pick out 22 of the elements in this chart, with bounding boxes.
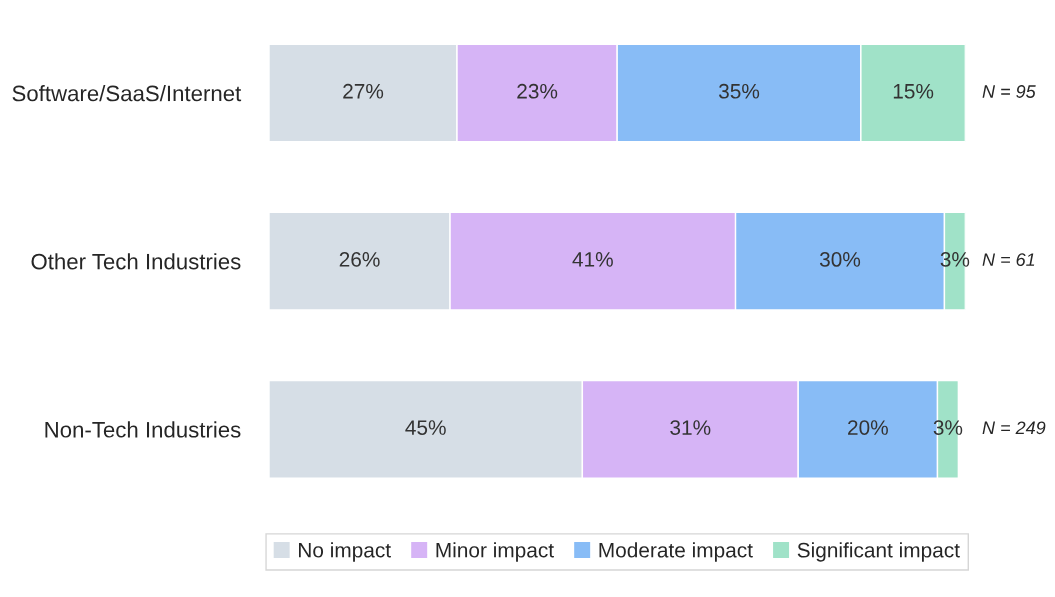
data-label: 23% xyxy=(517,83,558,99)
text: N = 61 xyxy=(982,253,1035,267)
legend-label: Moderate impact xyxy=(599,542,753,562)
data-label: 30% xyxy=(819,252,861,267)
data-label: 15% xyxy=(893,83,934,99)
data-label: 41% xyxy=(572,252,613,267)
legend-label: Minor impact xyxy=(436,542,554,562)
data-label: 26% xyxy=(339,252,380,267)
legend-label: Significant impact xyxy=(797,542,960,562)
y-tick-label: Other Tech Industries xyxy=(31,253,241,270)
data-label: 45% xyxy=(405,420,446,435)
y-tick-label: Software/SaaS/Internet xyxy=(12,84,242,102)
legend-label: No impact xyxy=(299,542,391,562)
data-label: 35% xyxy=(718,83,760,99)
data-label: 3% xyxy=(933,420,963,435)
y-tick-label: Non-Tech Industries xyxy=(45,421,241,438)
data-label: 31% xyxy=(670,420,711,435)
data-label: 27% xyxy=(343,83,384,99)
data-label: 20% xyxy=(848,420,888,435)
data-label: 3% xyxy=(940,252,970,267)
text: N = 95 xyxy=(982,85,1036,98)
text: N = 249 xyxy=(982,421,1046,435)
